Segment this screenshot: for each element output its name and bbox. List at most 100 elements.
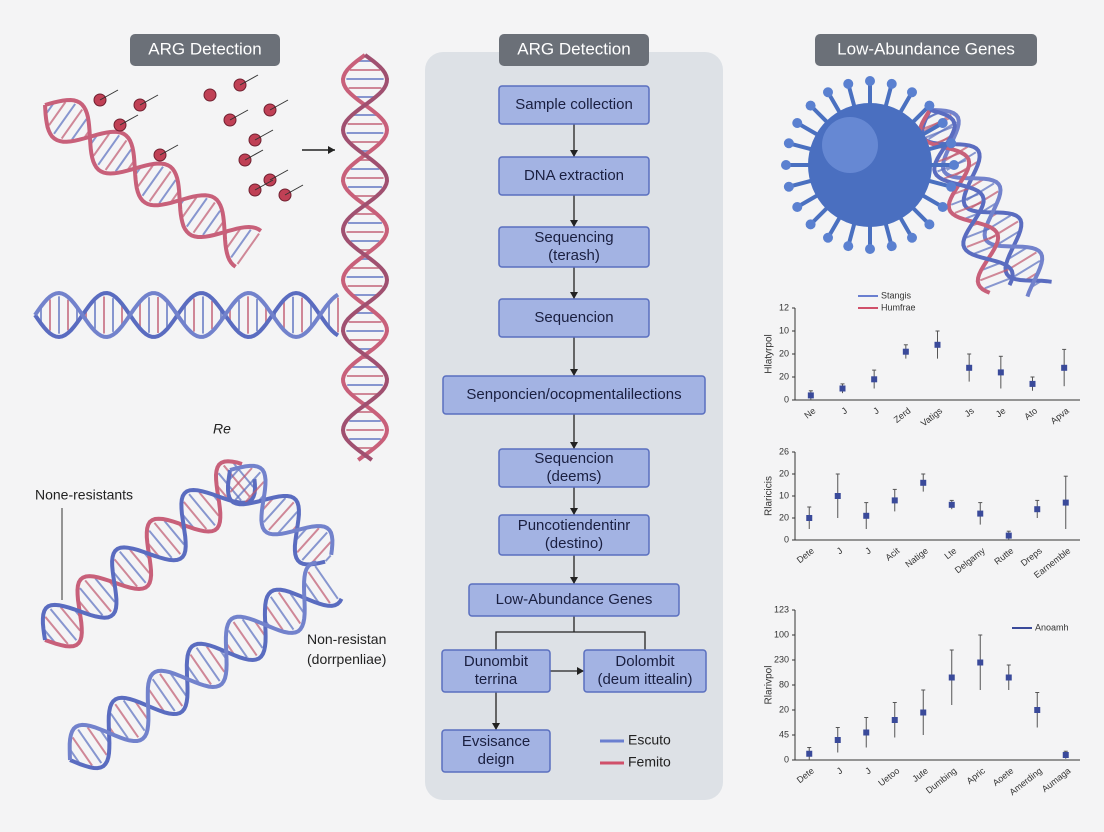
- virus-spike-tip: [865, 76, 875, 86]
- helix-rung: [265, 606, 284, 631]
- virus-spike: [846, 85, 857, 108]
- helix-rung: [119, 550, 147, 584]
- point: [1005, 532, 1012, 539]
- helix-rung: [113, 558, 138, 588]
- virus-spike-tip: [907, 232, 917, 243]
- label-line: (dorrpenliae): [307, 651, 386, 667]
- helix-rung: [163, 520, 185, 546]
- point: [834, 737, 841, 743]
- label: Non-resistan (dorrpenliae): [307, 631, 386, 667]
- bond: [269, 99, 289, 111]
- point: [1029, 380, 1036, 387]
- flow-node-text: Puncotiendentinr (destino): [518, 517, 631, 552]
- bond: [139, 94, 159, 106]
- flow-arrow-head: [570, 292, 578, 299]
- helix-rung: [99, 729, 110, 743]
- helix-rung: [189, 654, 212, 685]
- flow-node-line: Dolombit: [615, 653, 675, 670]
- point: [863, 729, 870, 736]
- virus-body: [808, 103, 932, 227]
- helix-strand: [929, 108, 1045, 298]
- helix-rung: [244, 481, 265, 504]
- flow-node-line: Sequencing: [534, 229, 613, 246]
- helix-rung: [79, 587, 104, 616]
- virus-spike: [827, 215, 842, 238]
- virus-spike: [846, 222, 857, 245]
- helix-rung: [86, 726, 108, 756]
- bond: [229, 109, 249, 121]
- flow-arrow-head: [570, 442, 578, 449]
- label: None-resistants: [35, 487, 133, 503]
- helix-strand: [340, 53, 390, 462]
- point: [834, 493, 841, 499]
- x-tick-label: J: [835, 766, 845, 777]
- flow-node-line: (terash): [548, 247, 600, 264]
- point: [1061, 364, 1068, 371]
- helix-rung: [979, 268, 1009, 282]
- helix-rung: [192, 201, 216, 234]
- point: [902, 348, 909, 355]
- virus-spike-tip: [823, 232, 833, 243]
- virus-spike-tip: [946, 138, 957, 149]
- helix-rung: [198, 491, 220, 517]
- y-tick-label: 26: [779, 446, 789, 456]
- helix-strand: [226, 469, 326, 567]
- y-tick-label: 100: [774, 629, 789, 639]
- y-tick-label: 12: [779, 302, 789, 312]
- helix-rung: [229, 467, 253, 493]
- y-tick-label: 20: [779, 468, 789, 478]
- panel-title: Low-Abundance Genes: [837, 39, 1015, 58]
- flow-arrow-head: [577, 667, 584, 675]
- helix-rung: [45, 102, 55, 115]
- helix-rung: [129, 549, 151, 574]
- virus-spike: [883, 222, 894, 245]
- flow-node: [498, 85, 650, 125]
- helix-rung: [109, 712, 129, 739]
- panel-title-box: [815, 34, 1037, 66]
- y-tick-label: 123: [774, 604, 789, 614]
- flow-node-line: Senponcien/ocopmentalilections: [466, 386, 681, 403]
- virus-spike-tip: [865, 244, 875, 254]
- virus-spike-tip: [783, 138, 794, 149]
- panel-title: ARG Detection: [148, 39, 261, 58]
- virus-spike: [883, 85, 894, 108]
- helix-rung: [937, 152, 960, 163]
- virus-spike-tip: [907, 87, 917, 98]
- atom: [203, 88, 217, 102]
- flow-node: [498, 298, 650, 338]
- y-tick-label: 0: [784, 534, 789, 544]
- helix-rung: [268, 501, 295, 531]
- legend-label: Humfrae: [881, 302, 916, 312]
- point: [977, 510, 984, 517]
- helix-rung: [289, 592, 305, 613]
- legend-label: Femito: [628, 754, 671, 770]
- flow-node-text: Dolombit (deum ittealin): [597, 653, 692, 688]
- helix-rung: [84, 579, 112, 613]
- flow-arrow-head: [570, 150, 578, 157]
- x-tick-label: J: [863, 766, 873, 777]
- helix-rung: [234, 471, 262, 501]
- virus-spike-tip: [946, 181, 957, 192]
- helix-rung: [153, 522, 182, 555]
- helix-rung: [213, 221, 224, 235]
- panel-title-box: [130, 34, 280, 66]
- bond: [269, 169, 289, 181]
- flow-node-line: Dunombit: [464, 653, 529, 670]
- helix-rung: [114, 703, 140, 738]
- bond: [99, 89, 119, 101]
- virus-spike-tip: [937, 118, 948, 128]
- flow-node: [441, 649, 551, 693]
- helix-rung: [943, 169, 967, 180]
- helix-rung: [49, 608, 78, 641]
- virus-spike-tip: [792, 202, 803, 212]
- virus-spike-tip: [937, 202, 948, 212]
- flow-arrow-head: [492, 723, 500, 730]
- helix-rung: [263, 497, 287, 523]
- helix-rung: [195, 647, 221, 682]
- y-tick-label: 20: [779, 704, 789, 714]
- helix-rung: [170, 673, 187, 697]
- helix-rung: [69, 749, 81, 764]
- virus-spike: [898, 92, 913, 115]
- point: [891, 717, 898, 723]
